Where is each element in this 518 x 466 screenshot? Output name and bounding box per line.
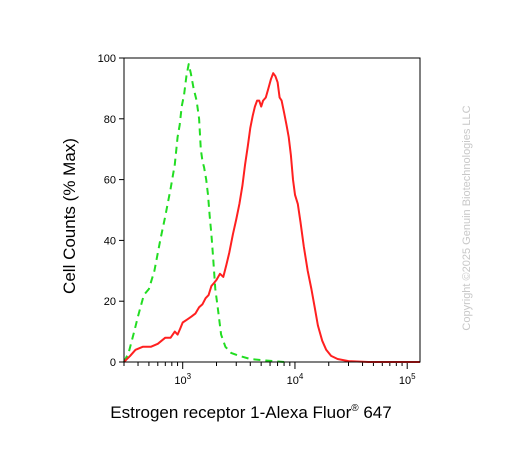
- y-axis-ticks: 0 20 40 60 80 100: [98, 53, 124, 369]
- x-tick-label: 103: [174, 372, 191, 387]
- y-tick-label: 100: [98, 53, 116, 65]
- y-tick-label: 60: [104, 175, 116, 187]
- series-layer: [123, 63, 420, 363]
- x-axis-label-registered: ®: [351, 403, 359, 414]
- x-tick-label: 104: [287, 372, 304, 387]
- x-axis-label-suffix: 647: [359, 403, 392, 422]
- y-tick-label: 80: [104, 114, 116, 126]
- sample-histogram-line: [123, 72, 420, 363]
- x-tick-exponent: 5: [411, 372, 416, 381]
- x-tick-base: 10: [287, 375, 299, 387]
- y-axis-label: Cell Counts (% Max): [60, 138, 79, 294]
- y-tick-label: 20: [104, 296, 116, 308]
- copyright-watermark: Copyright ©2025 Genuin Biotechnologies L…: [461, 105, 473, 330]
- x-tick-label: 105: [399, 372, 416, 387]
- control-histogram-line: [123, 63, 285, 363]
- x-axis-ticks: 103 104 105: [123, 362, 416, 387]
- x-tick-exponent: 3: [187, 372, 192, 381]
- x-tick-base: 10: [399, 375, 411, 387]
- x-axis-label: Estrogen receptor 1-Alexa Fluor® 647: [110, 403, 391, 422]
- y-tick-label: 40: [104, 235, 116, 247]
- x-tick-exponent: 4: [299, 372, 304, 381]
- plot-frame: [123, 57, 421, 363]
- y-tick-label: 0: [110, 357, 116, 369]
- x-axis-label-main: Estrogen receptor 1-Alexa Fluor: [110, 403, 351, 422]
- x-tick-base: 10: [174, 375, 186, 387]
